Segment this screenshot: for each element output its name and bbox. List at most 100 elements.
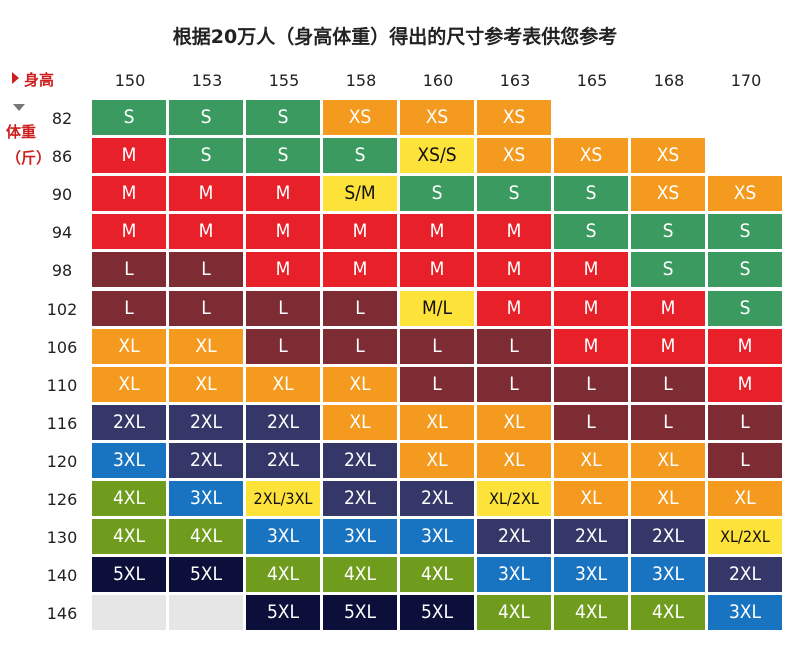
size-cell: XL (631, 481, 705, 516)
size-cell: L (477, 366, 551, 402)
size-cell: 5XL (92, 557, 166, 593)
size-cell: L (631, 366, 705, 402)
size-cell: M (554, 252, 628, 288)
size-cell: 2XL (246, 442, 320, 478)
size-cell: M (92, 176, 166, 212)
size-cell: L (323, 290, 397, 326)
size-cell: 3XL (400, 519, 474, 555)
size-cell: 2XL (323, 481, 397, 516)
chart-title: 根据20万人（身高体重）得出的尺寸参考表供您参考 (172, 26, 618, 48)
height-axis-label: 身高 (24, 71, 55, 89)
size-cell: M (631, 328, 705, 364)
weight-unit-label: （斤） (6, 149, 52, 167)
size-cell: S (554, 176, 628, 212)
size-cell: L (92, 290, 166, 326)
size-cell: 4XL (400, 557, 474, 593)
size-cell: M (92, 138, 166, 174)
size-cell: 4XL (477, 595, 551, 631)
size-cell: XS (477, 138, 551, 174)
size-cell: S/M (323, 176, 397, 212)
size-cell: XS (708, 176, 782, 212)
size-cell: S (323, 138, 397, 174)
height-tick-label: 155 (268, 71, 300, 90)
size-cell: L (708, 442, 782, 478)
size-cell: XL (400, 442, 474, 478)
size-cell: S (554, 214, 628, 250)
size-cell: XL (554, 481, 628, 516)
size-cell: L (169, 252, 243, 288)
height-tick-label: 160 (422, 71, 454, 90)
size-cell: L (554, 404, 628, 440)
size-cell: M (246, 214, 320, 250)
size-cell: 3XL (92, 442, 166, 478)
size-cell: M (246, 176, 320, 212)
height-tick-label: 165 (576, 71, 608, 90)
size-cell: 4XL (554, 595, 628, 631)
height-arrow-icon (12, 72, 19, 84)
size-cell: L (323, 328, 397, 364)
size-cell: XS (554, 138, 628, 174)
weight-tick-label: 110 (46, 375, 78, 395)
size-cell: 4XL (631, 595, 705, 631)
size-cell: XS (631, 176, 705, 212)
weight-tick-label: 126 (46, 490, 78, 509)
weight-axis-label: 体重 (6, 123, 37, 141)
size-cell: 5XL (323, 595, 397, 631)
size-cell: M (323, 252, 397, 288)
size-cell: L (169, 290, 243, 326)
size-cell: S (400, 176, 474, 212)
size-cell: 5XL (246, 595, 320, 631)
size-cell: 4XL (169, 519, 243, 555)
size-cell: XS (477, 100, 551, 135)
size-cell: 4XL (323, 557, 397, 593)
size-cell: M/L (400, 290, 474, 326)
height-tick-label: 158 (345, 71, 377, 90)
size-cell: 2XL (708, 557, 782, 593)
size-cell: L (246, 328, 320, 364)
size-cell: M (477, 214, 551, 250)
weight-arrow-icon (13, 104, 25, 111)
weight-tick-label: 98 (51, 261, 73, 281)
size-cell: XS (631, 138, 705, 174)
size-cell: 2XL (246, 404, 320, 440)
weight-tick-label: 146 (46, 604, 78, 624)
size-cell: XL (708, 481, 782, 516)
size-cell: M (246, 252, 320, 288)
size-cell: S (631, 214, 705, 250)
size-cell: S (246, 138, 320, 174)
size-cell: 5XL (169, 557, 243, 593)
size-cell: 4XL (92, 481, 166, 516)
size-cell (169, 595, 243, 631)
size-cell: L (708, 404, 782, 440)
size-cell: M (323, 214, 397, 250)
height-tick-label: 170 (730, 71, 762, 90)
size-cell: 2XL (323, 442, 397, 478)
size-cell: XS (323, 100, 397, 135)
weight-tick-label: 130 (46, 528, 78, 548)
size-cell: L (246, 290, 320, 326)
size-cell: L (400, 328, 474, 364)
height-tick-label: 163 (499, 71, 531, 90)
size-cell: M (169, 176, 243, 212)
size-cell: S (246, 100, 320, 135)
size-cell: M (708, 328, 782, 364)
size-cell: XL (323, 366, 397, 402)
size-cell: S (169, 100, 243, 135)
size-cell: M (169, 214, 243, 250)
size-cell: XL (169, 328, 243, 364)
size-cell: XL/2XL (477, 481, 551, 516)
size-cell: M (400, 252, 474, 288)
size-cell: XL (169, 366, 243, 402)
size-cell: XL (400, 404, 474, 440)
size-cell: S (169, 138, 243, 174)
height-tick-label: 153 (191, 71, 223, 90)
size-cell: XS/S (400, 138, 474, 174)
size-cell: XL (92, 328, 166, 364)
size-cell: 3XL (708, 595, 782, 631)
weight-tick-label: 140 (46, 566, 78, 586)
size-cell: 3XL (477, 557, 551, 593)
size-cell: 3XL (554, 557, 628, 593)
size-cell: 4XL (246, 557, 320, 593)
size-cell: L (477, 328, 551, 364)
size-cell: 2XL (477, 519, 551, 555)
